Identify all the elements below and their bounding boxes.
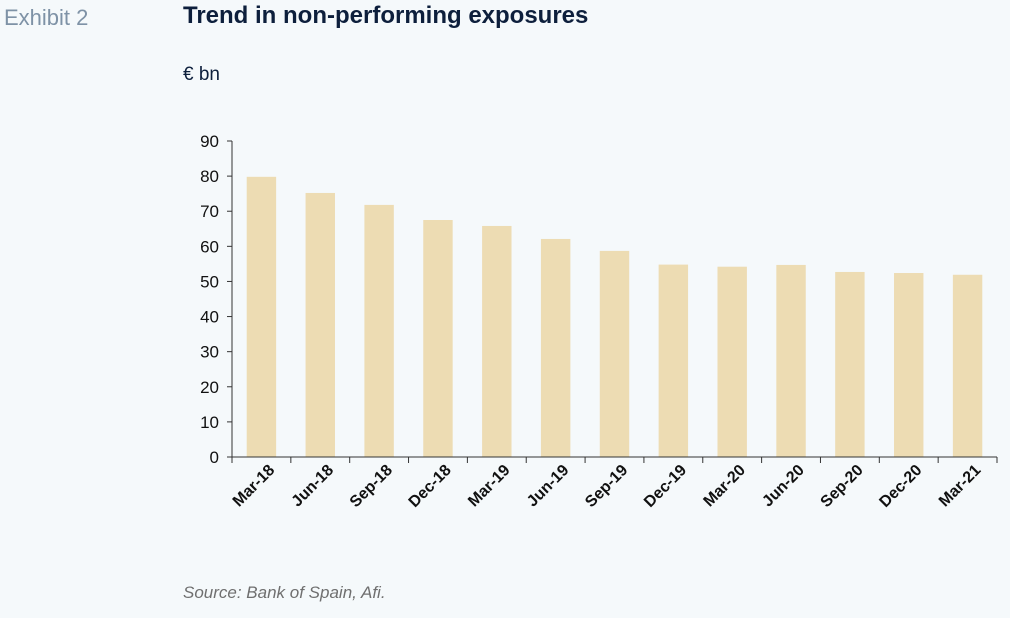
bar-Jun-18: [305, 192, 335, 457]
bar-Mar-21: [952, 274, 983, 457]
y-tick-label: 30: [200, 343, 219, 362]
x-tick-label: Mar-19: [465, 462, 514, 511]
y-tick-label: 50: [200, 272, 219, 291]
bar-Mar-18: [246, 176, 277, 457]
bar-Dec-18: [423, 220, 453, 457]
x-tick-label: Mar-20: [701, 462, 750, 511]
bar-Jun-19: [540, 238, 571, 457]
x-tick-label: Mar-21: [936, 462, 985, 511]
x-tick-label: Dec-18: [406, 462, 455, 511]
bar-Jun-20: [776, 264, 806, 457]
bar-Dec-20: [894, 273, 924, 457]
y-tick-label: 80: [200, 167, 219, 186]
bar-Sep-18: [364, 204, 394, 457]
exhibit-label: Exhibit 2: [4, 5, 89, 30]
y-axis-unit: € bn: [183, 64, 220, 85]
bar-Mar-19: [482, 225, 512, 457]
x-axis: Mar-18 Jun-18 Sep-18 Dec-18 Mar-19 Jun-19 Sep-…: [230, 456, 998, 511]
y-axis: 0 10 20 30 40 50 60 70 80 90: [200, 132, 233, 467]
x-tick-label: Sep-19: [582, 462, 631, 511]
bar-Sep-19: [599, 250, 630, 457]
x-tick-label: Dec-19: [641, 462, 690, 511]
y-tick-label: 0: [210, 448, 219, 467]
y-tick-label: 40: [200, 308, 219, 327]
x-tick-label: Dec-20: [876, 462, 925, 511]
y-tick-label: 60: [200, 237, 219, 256]
y-tick-label: 10: [200, 413, 219, 432]
x-tick-label: Jun-19: [524, 462, 573, 511]
x-tick-label: Jun-20: [759, 462, 808, 511]
x-tick-label: Mar-18: [230, 462, 279, 511]
bar-Mar-20: [717, 266, 747, 457]
x-tick-label: Sep-18: [347, 462, 396, 511]
bar-Sep-20: [835, 271, 865, 457]
y-tick-label: 20: [200, 378, 219, 397]
x-tick-label: Sep-20: [818, 462, 867, 511]
bars-group: [246, 176, 983, 457]
bar-Dec-19: [658, 264, 689, 457]
y-tick-label: 70: [200, 202, 219, 221]
source-note: Source: Bank of Spain, Afi.: [183, 583, 386, 602]
x-tick-label: Jun-18: [289, 462, 338, 511]
y-tick-label: 90: [200, 132, 219, 151]
chart-title: Trend in non-performing exposures: [183, 2, 589, 29]
